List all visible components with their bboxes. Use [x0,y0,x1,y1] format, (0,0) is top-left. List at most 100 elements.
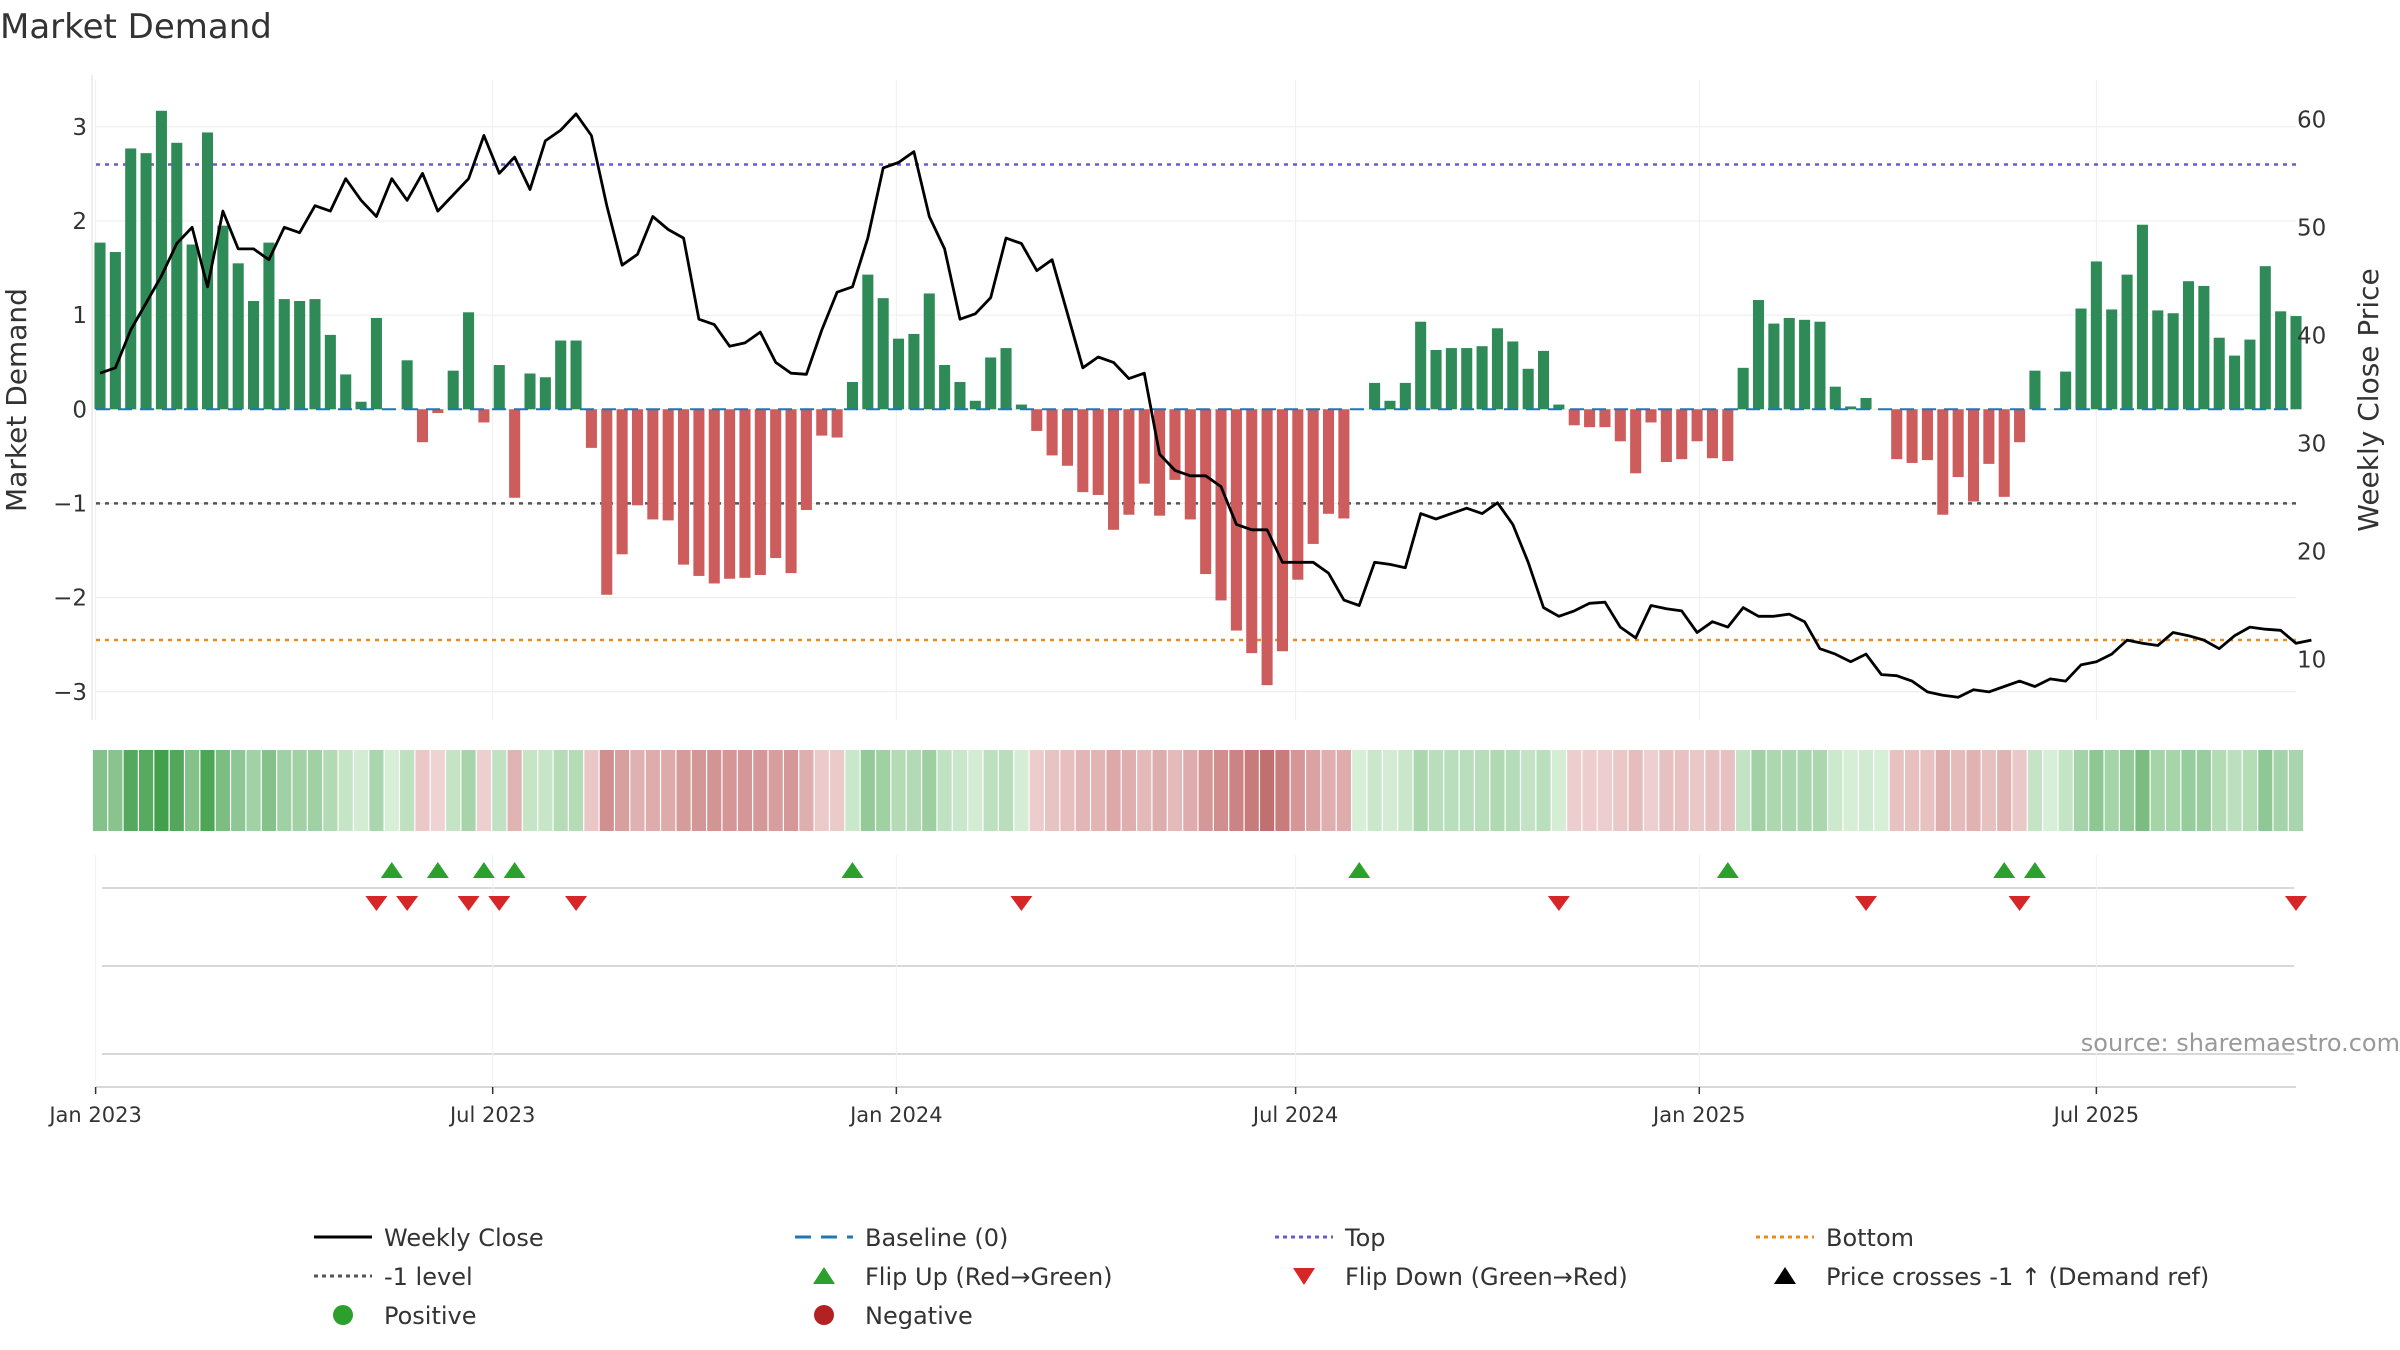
heat-cell [1106,750,1121,831]
demand-bar [1737,367,1749,410]
demand-bar [1522,368,1534,410]
demand-bar [770,409,782,559]
demand-bar [1614,409,1626,442]
demand-heat-strip [92,750,2304,831]
heat-cell [1121,750,1136,831]
heat-cell [538,750,553,831]
heat-cell [2273,750,2288,831]
demand-bar [94,242,106,410]
heat-cell [783,750,799,831]
demand-bar [1952,409,1964,478]
heat-cell [323,750,338,831]
source-text: source: sharemaestro.com [2081,1029,2400,1057]
demand-bar [1261,409,1273,686]
demand-bar [1292,409,1304,580]
demand-bar [217,225,229,410]
heat-cell [2012,750,2027,831]
demand-bar [1430,349,1442,410]
heat-cell [169,750,184,831]
demand-bar [2167,313,2179,410]
flip-up-marker [1716,862,1739,878]
heat-cell [1705,750,1720,831]
demand-bar [171,142,183,410]
demand-bar [1891,409,1903,460]
legend-triangle-down-swatch [1293,1268,1315,1285]
heat-cell [1905,750,1920,831]
flip-down-marker [1855,896,1878,911]
heat-cell [2227,750,2242,831]
heat-cell [630,750,645,831]
heat-cell [1690,750,1705,831]
demand-bar [2136,224,2148,410]
heat-cell [215,750,230,831]
demand-bar [1722,409,1734,462]
flip-down-marker [2285,896,2307,911]
heat-cell [998,750,1014,831]
heat-cell [2135,750,2150,831]
heat-cell [1459,750,1474,831]
demand-bar [294,300,306,410]
heat-cell [876,750,891,831]
demand-bar [923,293,935,410]
demand-bar [1077,409,1089,493]
left-tick-label: 0 [72,397,87,423]
flip-up-marker [1348,862,1371,878]
heat-cell [353,750,369,831]
heat-cell [1167,750,1183,831]
heat-cell [1582,750,1597,831]
heat-cell [384,750,399,831]
demand-bar [647,409,659,520]
demand-bars [94,110,2302,686]
legend-label: -1 level [384,1263,473,1291]
demand-bar [509,409,521,498]
heat-cell [1659,750,1674,831]
demand-bar [1845,406,1857,410]
flip-down-marker [565,896,588,911]
demand-bar [1814,321,1826,410]
heat-cell [1812,750,1828,831]
flip-down-marker [365,896,388,911]
demand-bar [309,299,321,410]
heat-cell [952,750,968,831]
demand-bar [1553,404,1565,410]
demand-bar [585,409,597,448]
demand-bar [539,377,551,410]
legend: Weekly Close Baseline (0) Top Bottom -1 leve… [314,1224,2209,1330]
demand-bar [1706,409,1718,459]
heat-cell [1597,750,1613,831]
flip-up-marker [426,862,449,878]
demand-bar [155,110,167,410]
heat-cell [2027,750,2043,831]
heat-cell [461,750,476,831]
legend-label: Top [1344,1224,1386,1252]
reference-lines [96,163,2296,642]
heat-cell [615,750,630,831]
demand-bar [555,340,567,410]
demand-bar [1630,409,1642,474]
demand-bar [816,409,828,436]
heat-cell [292,750,307,831]
heat-cell [1413,750,1428,831]
heat-cell [154,750,169,831]
demand-bar [1184,409,1196,520]
legend-label: Price crosses -1 ↑ (Demand ref) [1826,1263,2209,1291]
heat-cell [691,750,706,831]
demand-bar [232,263,244,410]
heat-cell [2242,750,2258,831]
heat-cell [1060,750,1075,831]
demand-bar [1061,409,1073,466]
heat-cell [1306,750,1321,831]
heat-cell [1766,750,1781,831]
demand-bar [954,381,966,410]
x-tick-label: Jul 2024 [1251,1103,1338,1127]
demand-bar [493,365,505,410]
flip-down-marker [488,896,511,911]
demand-bar [1323,409,1335,514]
demand-bar [631,409,644,506]
demand-bar [1108,409,1120,530]
right-tick-label: 60 [2297,107,2326,133]
flip-up-marker [2023,862,2046,878]
heat-cell [138,750,154,831]
heat-cell [1475,750,1490,831]
